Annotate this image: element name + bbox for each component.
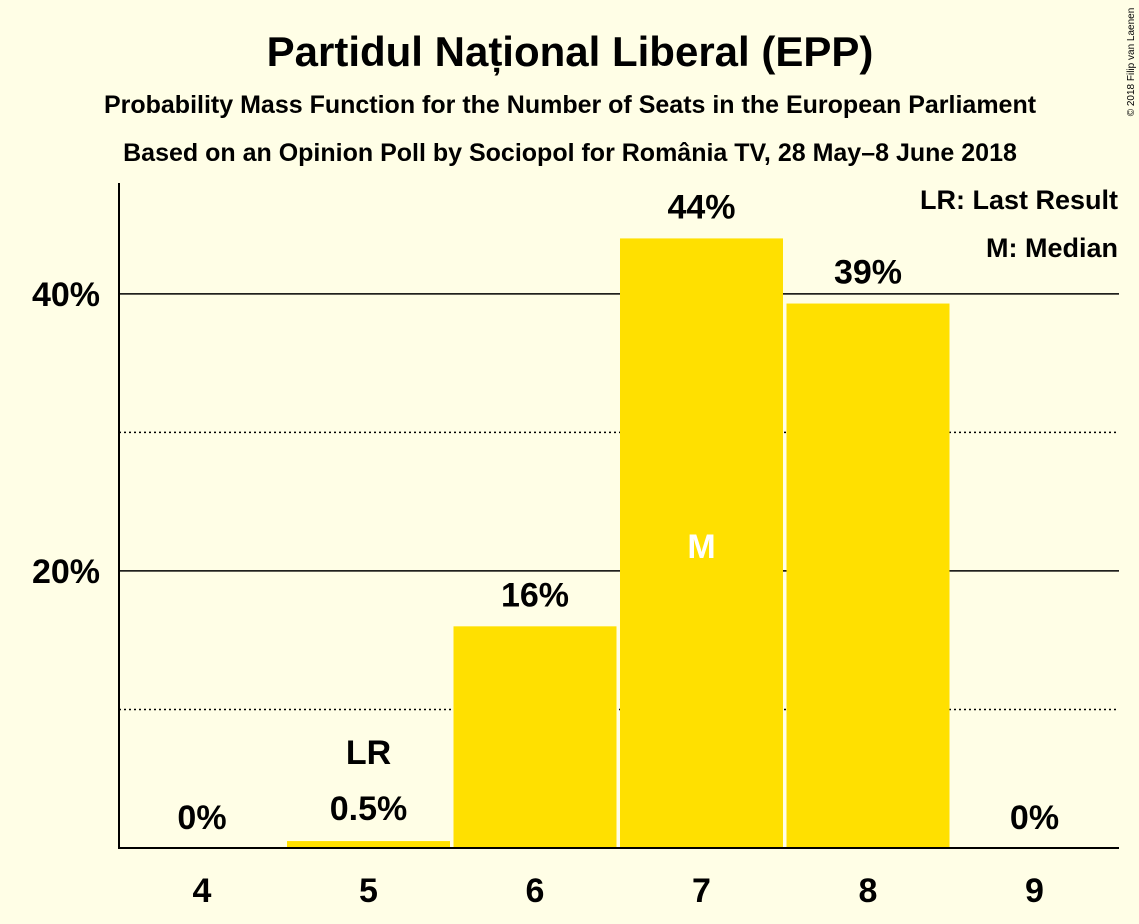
value-label-9: 0%: [1010, 799, 1059, 837]
last-result-marker: LR: [346, 734, 391, 772]
legend-last-result: LR: Last Result: [920, 185, 1118, 215]
x-tick-label-6: 6: [526, 872, 545, 910]
x-tick-label-5: 5: [359, 872, 378, 910]
chart-subtitle-line-2: Based on an Opinion Poll by Sociopol for…: [123, 139, 1017, 167]
x-tick-label-7: 7: [692, 872, 711, 910]
legend-median: M: Median: [986, 233, 1118, 263]
median-marker: M: [687, 528, 715, 566]
value-label-5: 0.5%: [330, 790, 408, 828]
copyright-text: © 2018 Filip van Laenen: [1126, 8, 1137, 117]
y-tick-label-1: 40%: [32, 276, 100, 314]
x-tick-label-9: 9: [1025, 872, 1044, 910]
bars: [287, 238, 950, 848]
chart-title: Partidul Național Liberal (EPP): [267, 28, 874, 76]
y-tick-label-0: 20%: [32, 553, 100, 591]
bar-8: [786, 303, 950, 848]
bar-5: [287, 841, 450, 848]
x-tick-label-8: 8: [859, 872, 878, 910]
x-tick-label-4: 4: [193, 872, 212, 910]
labels: 20%40%40%50.5%616%744%839%90%LRM: [32, 188, 1059, 910]
value-label-6: 16%: [501, 576, 569, 614]
bar-7: [620, 238, 783, 848]
gridlines: [119, 293, 1119, 711]
value-label-8: 39%: [834, 254, 902, 292]
bar-6: [453, 626, 617, 848]
value-label-7: 44%: [667, 188, 735, 226]
value-label-4: 0%: [177, 799, 226, 837]
chart-subtitle-line-1: Probability Mass Function for the Number…: [104, 91, 1037, 119]
